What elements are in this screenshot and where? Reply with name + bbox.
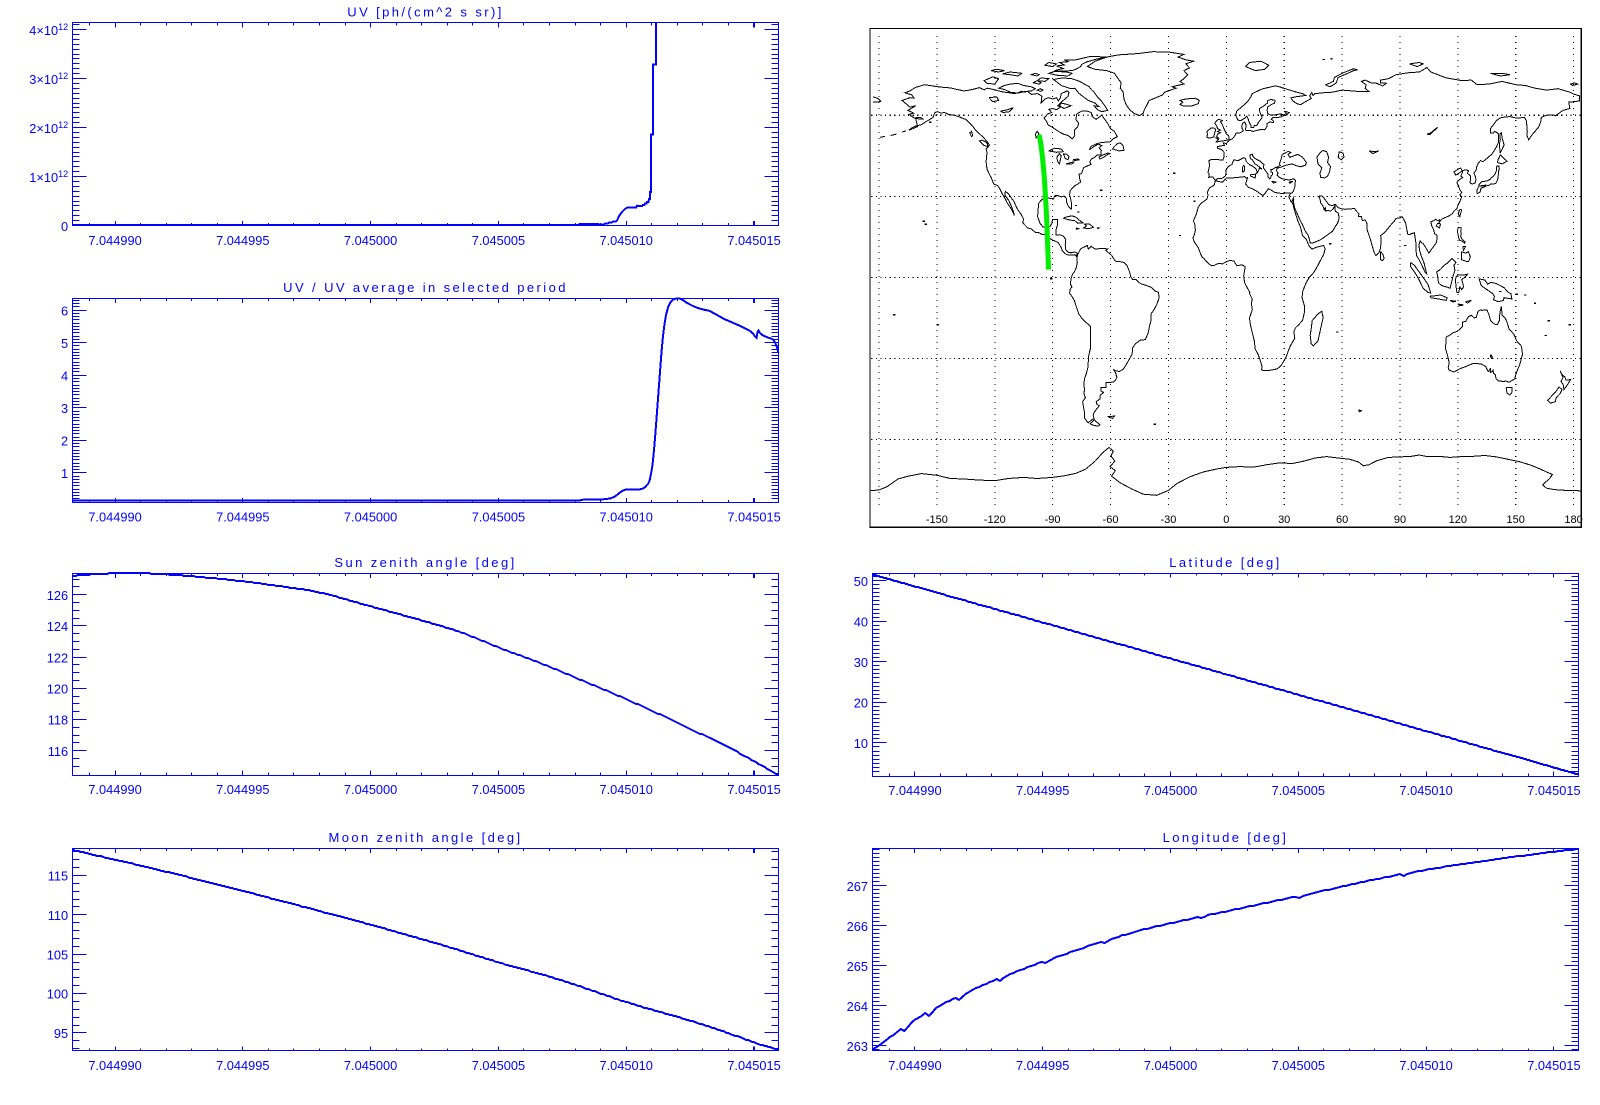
svg-text:UV / UV average in selected pe: UV / UV average in selected period bbox=[283, 280, 568, 295]
svg-text:7.045000: 7.045000 bbox=[344, 510, 397, 525]
svg-text:7.044995: 7.044995 bbox=[1016, 783, 1069, 798]
svg-text:7.045000: 7.045000 bbox=[344, 233, 397, 248]
svg-text:124: 124 bbox=[47, 619, 68, 634]
svg-text:50: 50 bbox=[854, 574, 868, 589]
svg-text:263: 263 bbox=[847, 1039, 868, 1054]
svg-text:30: 30 bbox=[1278, 514, 1290, 526]
svg-text:-150: -150 bbox=[926, 514, 948, 526]
svg-text:60: 60 bbox=[1336, 514, 1348, 526]
svg-text:7.044990: 7.044990 bbox=[88, 510, 141, 525]
svg-text:265: 265 bbox=[847, 959, 868, 974]
svg-text:-60: -60 bbox=[1103, 514, 1119, 526]
svg-text:7.044990: 7.044990 bbox=[88, 233, 141, 248]
svg-text:7.044995: 7.044995 bbox=[216, 782, 269, 797]
svg-text:120: 120 bbox=[1449, 514, 1467, 526]
svg-text:3: 3 bbox=[61, 401, 68, 416]
svg-text:7.045010: 7.045010 bbox=[600, 233, 653, 248]
svg-text:115: 115 bbox=[48, 869, 68, 884]
svg-text:7.044995: 7.044995 bbox=[216, 1058, 269, 1073]
svg-text:40: 40 bbox=[854, 614, 868, 629]
svg-text:2: 2 bbox=[61, 434, 68, 449]
svg-text:7.045015: 7.045015 bbox=[727, 1058, 780, 1073]
svg-text:105: 105 bbox=[47, 947, 68, 962]
svg-text:Longitude [deg]: Longitude [deg] bbox=[1163, 830, 1289, 845]
svg-text:Latitude [deg]: Latitude [deg] bbox=[1169, 555, 1281, 570]
svg-text:7.045000: 7.045000 bbox=[1144, 1058, 1197, 1073]
svg-text:7.045015: 7.045015 bbox=[1527, 783, 1580, 798]
svg-text:0: 0 bbox=[61, 219, 68, 234]
svg-text:7.044995: 7.044995 bbox=[216, 510, 269, 525]
svg-text:266: 266 bbox=[847, 919, 868, 934]
svg-text:100: 100 bbox=[47, 987, 68, 1002]
svg-text:90: 90 bbox=[1394, 514, 1406, 526]
svg-text:1: 1 bbox=[61, 466, 68, 481]
svg-text:267: 267 bbox=[847, 879, 868, 894]
svg-text:7.045000: 7.045000 bbox=[344, 782, 397, 797]
svg-text:7.045005: 7.045005 bbox=[472, 782, 525, 797]
svg-text:7.045010: 7.045010 bbox=[1399, 1058, 1452, 1073]
svg-text:Sun zenith angle [deg]: Sun zenith angle [deg] bbox=[334, 555, 516, 570]
svg-text:Moon zenith angle [deg]: Moon zenith angle [deg] bbox=[329, 830, 523, 845]
svg-text:7.044995: 7.044995 bbox=[216, 233, 269, 248]
svg-text:180: 180 bbox=[1564, 514, 1582, 526]
svg-text:150: 150 bbox=[1507, 514, 1525, 526]
svg-text:7.045015: 7.045015 bbox=[727, 782, 780, 797]
svg-text:118: 118 bbox=[48, 713, 68, 728]
svg-text:7.045015: 7.045015 bbox=[727, 233, 780, 248]
svg-text:7.045010: 7.045010 bbox=[600, 782, 653, 797]
svg-text:7.045010: 7.045010 bbox=[600, 510, 653, 525]
svg-text:110: 110 bbox=[48, 908, 68, 923]
svg-text:7.045000: 7.045000 bbox=[344, 1058, 397, 1073]
svg-text:95: 95 bbox=[54, 1026, 68, 1041]
svg-text:7.045005: 7.045005 bbox=[472, 233, 525, 248]
svg-text:7.045005: 7.045005 bbox=[1272, 783, 1325, 798]
svg-text:7.045015: 7.045015 bbox=[1527, 1058, 1580, 1073]
svg-text:7.044990: 7.044990 bbox=[888, 1058, 941, 1073]
svg-text:122: 122 bbox=[47, 650, 68, 665]
svg-text:7.045005: 7.045005 bbox=[472, 510, 525, 525]
svg-text:30: 30 bbox=[854, 655, 868, 670]
svg-text:120: 120 bbox=[47, 682, 68, 697]
svg-text:UV [ph/(cm^2 s sr)]: UV [ph/(cm^2 s sr)] bbox=[347, 5, 503, 20]
svg-text:10: 10 bbox=[854, 736, 868, 751]
svg-text:7.044990: 7.044990 bbox=[888, 783, 941, 798]
svg-text:7.045015: 7.045015 bbox=[727, 510, 780, 525]
svg-text:-90: -90 bbox=[1045, 514, 1061, 526]
svg-text:5: 5 bbox=[61, 336, 68, 351]
svg-text:264: 264 bbox=[847, 999, 868, 1014]
svg-text:7.045005: 7.045005 bbox=[1272, 1058, 1325, 1073]
svg-text:7.045005: 7.045005 bbox=[472, 1058, 525, 1073]
svg-text:-120: -120 bbox=[984, 514, 1006, 526]
svg-text:7.044990: 7.044990 bbox=[88, 1058, 141, 1073]
svg-text:6: 6 bbox=[61, 303, 68, 318]
svg-text:7.045010: 7.045010 bbox=[600, 1058, 653, 1073]
svg-text:-30: -30 bbox=[1160, 514, 1176, 526]
svg-text:126: 126 bbox=[47, 588, 68, 603]
svg-text:7.044995: 7.044995 bbox=[1016, 1058, 1069, 1073]
svg-text:116: 116 bbox=[48, 744, 68, 759]
svg-text:7.044990: 7.044990 bbox=[88, 782, 141, 797]
svg-text:7.045010: 7.045010 bbox=[1399, 783, 1452, 798]
svg-text:4: 4 bbox=[61, 368, 68, 383]
svg-text:0: 0 bbox=[1223, 514, 1229, 526]
svg-text:20: 20 bbox=[854, 696, 868, 711]
svg-text:7.045000: 7.045000 bbox=[1144, 783, 1197, 798]
